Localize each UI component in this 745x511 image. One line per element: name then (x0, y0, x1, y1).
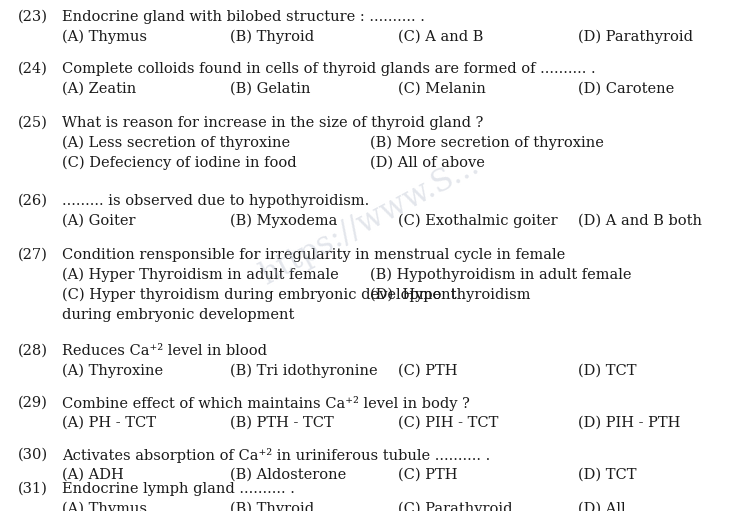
Text: (B) Thyroid: (B) Thyroid (230, 502, 314, 511)
Text: (A) ADH: (A) ADH (62, 468, 124, 482)
Text: (A) Less secretion of thyroxine: (A) Less secretion of thyroxine (62, 136, 290, 150)
Text: Activates absorption of Ca⁺² in uriniferous tubule .......... .: Activates absorption of Ca⁺² in urinifer… (62, 448, 490, 463)
Text: Condition rensponsible for irregularity in menstrual cycle in female: Condition rensponsible for irregularity … (62, 248, 565, 262)
Text: (B) PTH - TCT: (B) PTH - TCT (230, 416, 334, 430)
Text: (A) Zeatin: (A) Zeatin (62, 82, 136, 96)
Text: (A) PH - TCT: (A) PH - TCT (62, 416, 156, 430)
Text: (A) Hyper Thyroidism in adult female: (A) Hyper Thyroidism in adult female (62, 268, 339, 283)
Text: Complete colloids found in cells of thyroid glands are formed of .......... .: Complete colloids found in cells of thyr… (62, 62, 595, 76)
Text: (C) PIH - TCT: (C) PIH - TCT (398, 416, 498, 430)
Text: Reduces Ca⁺² level in blood: Reduces Ca⁺² level in blood (62, 344, 267, 358)
Text: Endocrine lymph gland .......... .: Endocrine lymph gland .......... . (62, 482, 295, 496)
Text: (A) Goiter: (A) Goiter (62, 214, 136, 228)
Text: (A) Thymus: (A) Thymus (62, 502, 147, 511)
Text: during embryonic development: during embryonic development (62, 308, 294, 322)
Text: (30): (30) (18, 448, 48, 462)
Text: (D) All of above: (D) All of above (370, 156, 485, 170)
Text: (B) Gelatin: (B) Gelatin (230, 82, 311, 96)
Text: (25): (25) (18, 116, 48, 130)
Text: (D) Carotene: (D) Carotene (578, 82, 674, 96)
Text: (23): (23) (18, 10, 48, 24)
Text: (D)  Hypo  thyroidism: (D) Hypo thyroidism (370, 288, 530, 303)
Text: (A) Thymus: (A) Thymus (62, 30, 147, 44)
Text: (C) Exothalmic goiter: (C) Exothalmic goiter (398, 214, 557, 228)
Text: (27): (27) (18, 248, 48, 262)
Text: (C) PTH: (C) PTH (398, 468, 457, 482)
Text: (C) Parathyroid: (C) Parathyroid (398, 502, 513, 511)
Text: (29): (29) (18, 396, 48, 410)
Text: (B) Hypothyroidism in adult female: (B) Hypothyroidism in adult female (370, 268, 632, 283)
Text: (C) Hyper thyroidism during embryonic development: (C) Hyper thyroidism during embryonic de… (62, 288, 457, 303)
Text: (B) Tri idothyronine: (B) Tri idothyronine (230, 364, 378, 378)
Text: ......... is observed due to hypothyroidism.: ......... is observed due to hypothyroid… (62, 194, 370, 208)
Text: (B) Thyroid: (B) Thyroid (230, 30, 314, 44)
Text: Endocrine gland with bilobed structure : .......... .: Endocrine gland with bilobed structure :… (62, 10, 425, 24)
Text: What is reason for increase in the size of thyroid gland ?: What is reason for increase in the size … (62, 116, 484, 130)
Text: (26): (26) (18, 194, 48, 208)
Text: (B) More secretion of thyroxine: (B) More secretion of thyroxine (370, 136, 604, 150)
Text: https://www.S...: https://www.S... (255, 149, 485, 291)
Text: (A) Thyroxine: (A) Thyroxine (62, 364, 163, 378)
Text: (C) PTH: (C) PTH (398, 364, 457, 378)
Text: (D) A and B both: (D) A and B both (578, 214, 702, 228)
Text: (C) A and B: (C) A and B (398, 30, 484, 44)
Text: (B) Myxodema: (B) Myxodema (230, 214, 337, 228)
Text: (D) TCT: (D) TCT (578, 468, 636, 482)
Text: (31): (31) (18, 482, 48, 496)
Text: (28): (28) (18, 344, 48, 358)
Text: (D) Parathyroid: (D) Parathyroid (578, 30, 693, 44)
Text: (D) All: (D) All (578, 502, 626, 511)
Text: (D) PIH - PTH: (D) PIH - PTH (578, 416, 680, 430)
Text: (C) Defeciency of iodine in food: (C) Defeciency of iodine in food (62, 156, 297, 170)
Text: (C) Melanin: (C) Melanin (398, 82, 486, 96)
Text: Combine effect of which maintains Ca⁺² level in body ?: Combine effect of which maintains Ca⁺² l… (62, 396, 470, 411)
Text: (24): (24) (18, 62, 48, 76)
Text: (D) TCT: (D) TCT (578, 364, 636, 378)
Text: (B) Aldosterone: (B) Aldosterone (230, 468, 346, 482)
